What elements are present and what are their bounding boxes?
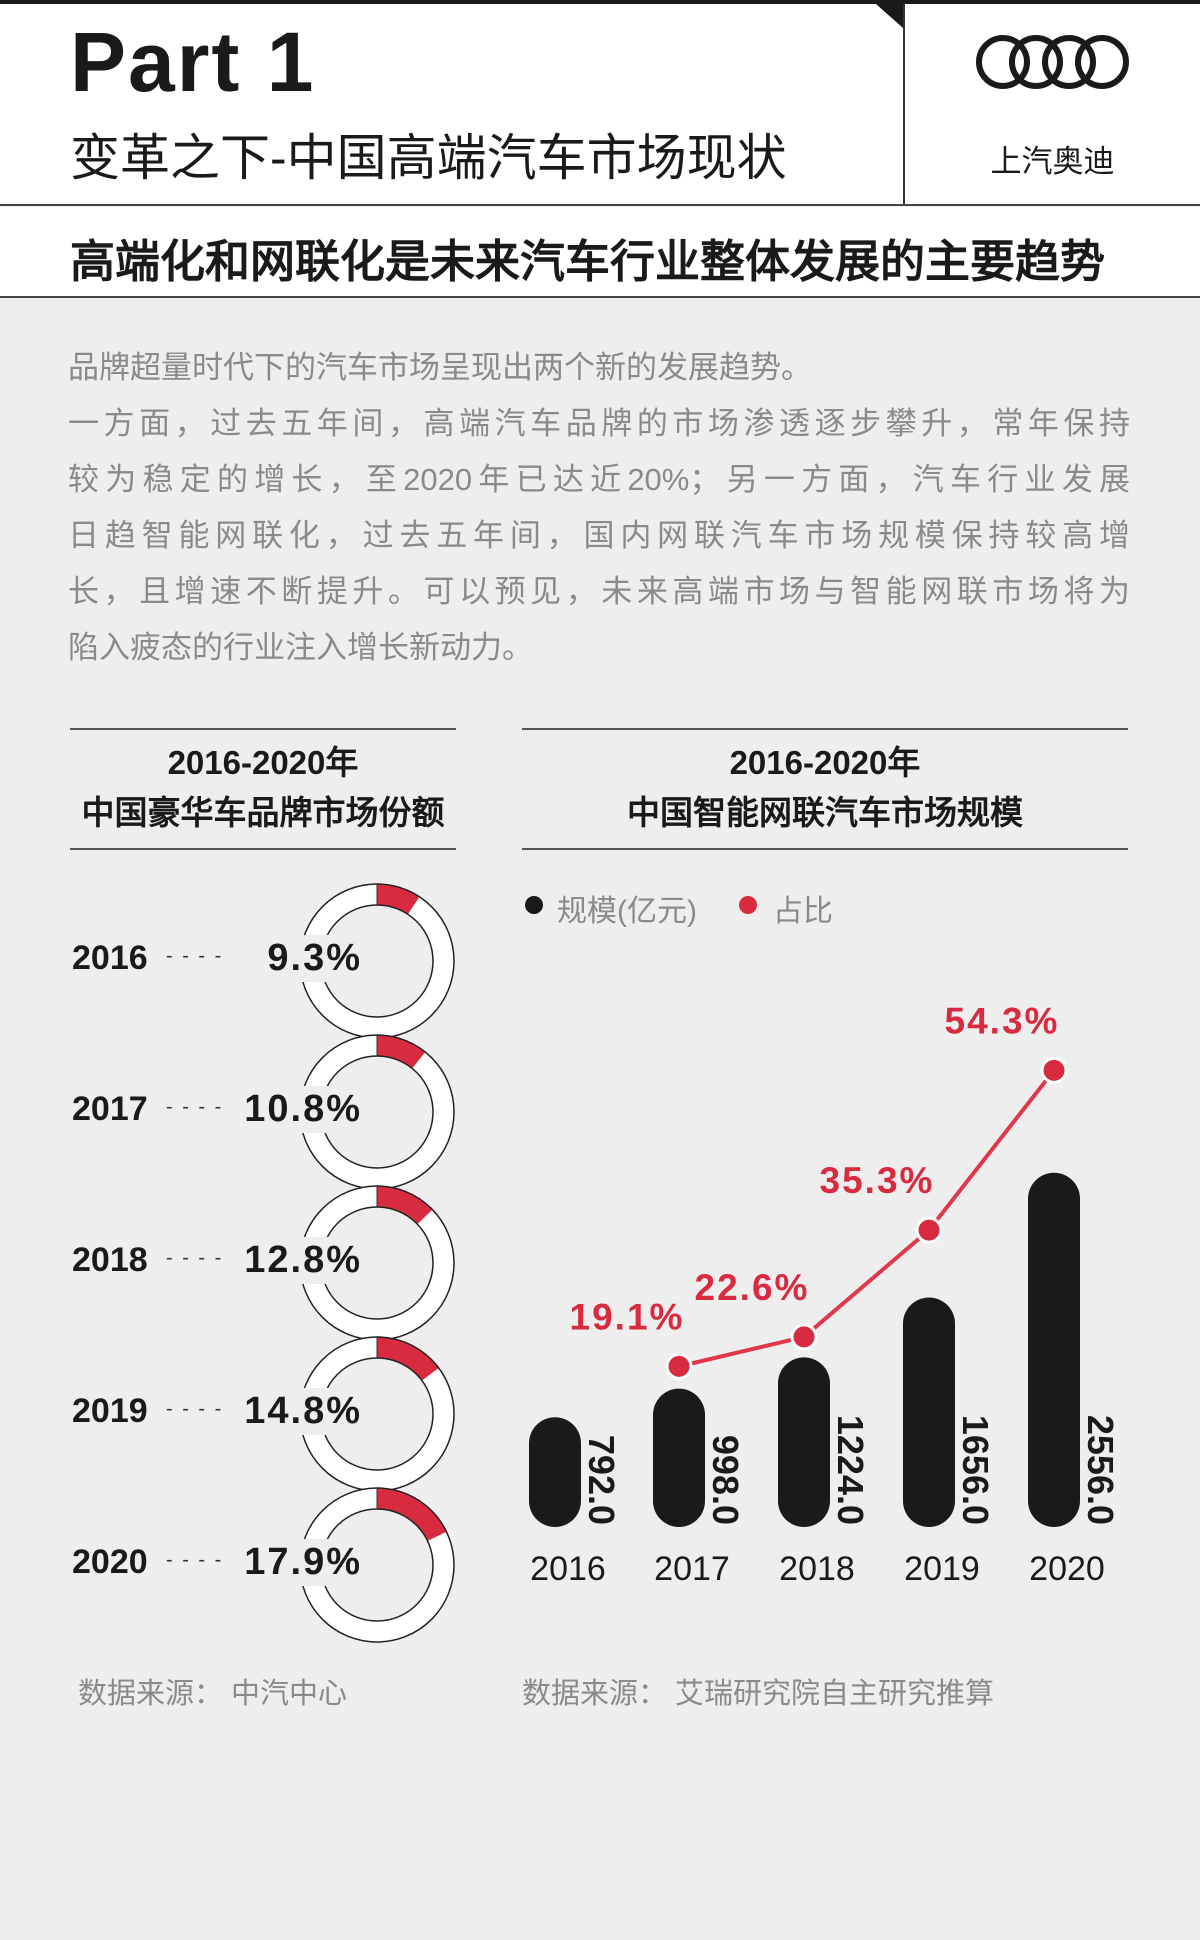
bar-value-label: 792.0: [581, 1435, 622, 1525]
intro-line: 陷入疲态的行业注入增长新动力。: [68, 630, 533, 665]
ratio-value-label: 22.6%: [695, 1267, 810, 1308]
donut-chart-title: 2016-2020年 中国豪华车品牌市场份额: [60, 738, 466, 838]
chart-title-line: 2016-2020年: [167, 744, 359, 781]
corner-notch: [876, 4, 903, 28]
bar-value-label: 2556.0: [1080, 1415, 1121, 1525]
leader-dots: - - - -: [166, 1549, 224, 1571]
donut-slice: [376, 1337, 439, 1381]
x-tick-label: 2017: [654, 1550, 730, 1588]
divider: [522, 848, 1128, 850]
ratio-point: [1040, 1056, 1068, 1084]
bar-2017: [653, 1388, 705, 1527]
intro-line: 一方面，过去五年间，高端汽车品牌的市场渗透逐步攀升，常年保持: [68, 406, 1130, 441]
bar-value-label: 998.0: [705, 1435, 746, 1525]
chart-subtitle: 中国豪华车品牌市场份额: [81, 794, 445, 831]
donut-value-label: 17.9%: [240, 1539, 362, 1586]
brand-name: 上汽奥迪: [990, 144, 1115, 179]
intro-line: 品牌超量时代下的汽车市场呈现出两个新的发展趋势。: [68, 350, 812, 385]
x-tick-label: 2016: [530, 1550, 606, 1588]
ratio-value-label: 35.3%: [820, 1160, 935, 1201]
leader-dots: - - - -: [166, 1398, 224, 1420]
donut-year-label: 2017: [72, 1090, 148, 1128]
chart-title-line: 2016-2020年: [729, 744, 921, 781]
leader-dots: - - - -: [166, 1247, 224, 1269]
top-border: [0, 0, 1200, 4]
intro-line: 长，且增速不断提升。可以预见，未来高端市场与智能网联市场将为: [68, 574, 1130, 609]
part-label: Part 1: [70, 15, 316, 109]
intro-line: 日趋智能网联化，过去五年间，国内网联汽车市场规模保持较高增: [68, 518, 1130, 553]
donut-year-label: 2019: [72, 1392, 148, 1430]
legend-marker-scale: [525, 896, 543, 914]
chart-subtitle: 中国智能网联汽车市场规模: [627, 794, 1023, 831]
bar-2016: [529, 1417, 581, 1527]
donut-value-label: 12.8%: [240, 1237, 362, 1284]
donut-slice: [376, 1488, 447, 1542]
donut-slice: [376, 1035, 426, 1069]
page-title: 变革之下-中国高端汽车市场现状: [70, 130, 787, 186]
ratio-point: [665, 1352, 693, 1380]
divider: [0, 204, 1200, 206]
x-tick-label: 2018: [779, 1550, 855, 1588]
headline-band: [0, 207, 1200, 297]
audi-rings-logo: [976, 35, 1129, 89]
divider: [0, 296, 1200, 298]
bar-2019: [903, 1297, 955, 1527]
ratio-point: [790, 1323, 818, 1351]
divider: [70, 728, 456, 730]
donut-year-label: 2018: [72, 1241, 148, 1279]
legend-label-ratio: 占比: [773, 895, 833, 928]
donut-year-label: 2016: [72, 939, 148, 977]
x-tick-label: 2019: [904, 1550, 980, 1588]
data-source: 数据来源： 艾瑞研究院自主研究推算: [522, 1678, 995, 1710]
legend-marker-ratio: [739, 896, 757, 914]
headline: 高端化和网联化是未来汽车行业整体发展的主要趋势: [70, 236, 1106, 287]
data-source: 数据来源： 中汽中心: [78, 1678, 348, 1710]
ratio-line: [678, 1069, 1056, 1369]
bar-2020: [1028, 1172, 1080, 1527]
ratio-point: [915, 1216, 943, 1244]
leader-dots: - - - -: [166, 1096, 224, 1118]
bar-value-label: 1224.0: [830, 1415, 871, 1525]
divider: [70, 848, 456, 850]
title-box: [0, 4, 903, 204]
intro-paragraph: 品牌超量时代下的汽车市场呈现出两个新的发展趋势。 一方面，过去五年间，高端汽车品…: [68, 340, 1130, 676]
divider: [903, 4, 905, 205]
x-tick-label: 2020: [1029, 1550, 1105, 1588]
ratio-value-label: 19.1%: [570, 1296, 685, 1337]
donut-slice: [376, 1186, 433, 1225]
leader-dots: - - - -: [166, 945, 224, 967]
legend-label-scale: 规模(亿元): [557, 895, 697, 928]
logo-box: [905, 4, 1200, 204]
intro-line: 较为稳定的增长，至2020年已达近20%；另一方面，汽车行业发展: [68, 462, 1130, 497]
bar-2018: [778, 1357, 830, 1527]
donut-value-label: 10.8%: [240, 1086, 362, 1133]
ratio-value-label: 54.3%: [945, 1000, 1060, 1041]
bar-line-chart: 792.0 2016 998.0 2017 1224.0 2018 1656.0 2019 25…: [529, 1000, 1121, 1588]
divider: [522, 728, 1128, 730]
bar-value-label: 1656.0: [955, 1415, 996, 1525]
donut-value-label: 9.3%: [263, 935, 362, 982]
donut-value-label: 14.8%: [240, 1388, 362, 1435]
donut-slice: [376, 884, 420, 915]
donut-year-label: 2020: [72, 1543, 148, 1581]
bar-chart-title: 2016-2020年 中国智能网联汽车市场规模: [522, 738, 1128, 838]
